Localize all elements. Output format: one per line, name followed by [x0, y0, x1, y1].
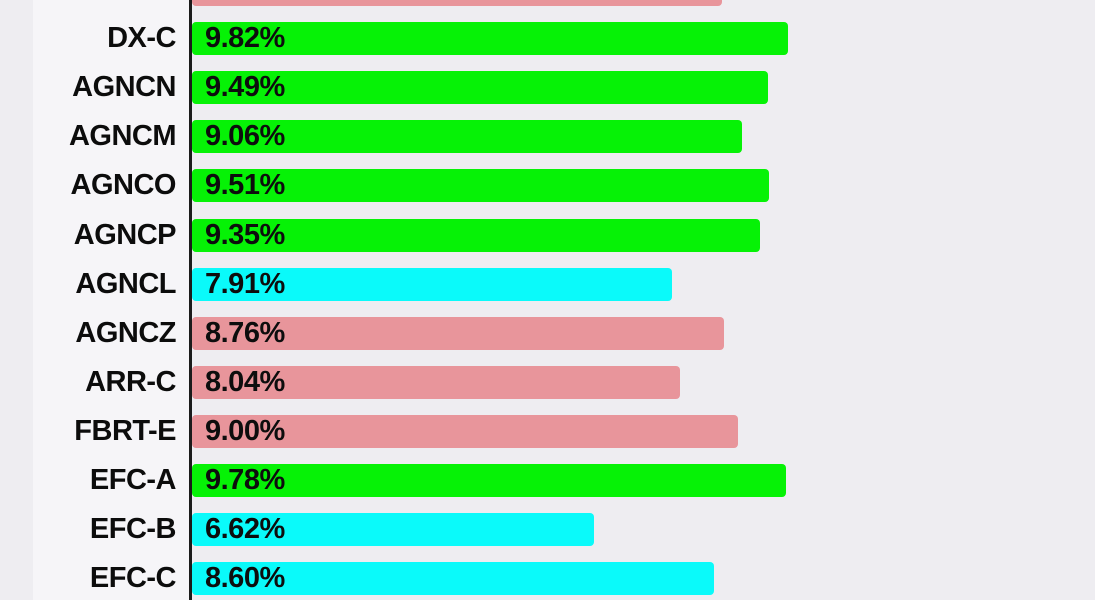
bar-value-label: 8.04%: [205, 365, 285, 398]
bar: 8.60%: [192, 562, 715, 596]
ticker-label: AGNCZ: [75, 316, 176, 349]
bar-row-partial: [0, 0, 1095, 14]
bar-area: [192, 0, 1095, 7]
ticker-label: AGNCO: [70, 169, 177, 202]
bar-area: 7.91%: [192, 267, 1095, 301]
bar-area: 9.49%: [192, 71, 1095, 105]
ticker-label: AGNCM: [68, 120, 177, 153]
bar: 9.06%: [192, 120, 742, 154]
bar-row: DX-C 9.82%: [0, 14, 1095, 63]
bar-row: AGNCP 9.35%: [0, 210, 1095, 259]
bar-value-label: 9.49%: [205, 71, 285, 104]
bar: 6.62%: [192, 513, 594, 547]
bar-row: AGNCM 9.06%: [0, 112, 1095, 161]
bar-row: AGNCZ 8.76%: [0, 309, 1095, 358]
bar-row: EFC-A 9.78%: [0, 456, 1095, 505]
bar-value-label: 9.00%: [205, 414, 285, 447]
ticker-label: EFC-C: [89, 562, 177, 595]
bar-area: 9.00%: [192, 414, 1095, 448]
bar-area: 9.78%: [192, 463, 1095, 497]
bar-row: AGNCL 7.91%: [0, 260, 1095, 309]
bar: 8.04%: [192, 365, 681, 399]
bar: 9.35%: [192, 218, 760, 252]
bar-area: 6.62%: [192, 513, 1095, 547]
bar-row: EFC-C 8.60%: [0, 554, 1095, 600]
bar: 9.78%: [192, 463, 786, 497]
bar-value-label: 9.82%: [205, 22, 285, 55]
ticker-label: AGNCL: [75, 267, 176, 300]
ticker-label-band: [33, 0, 189, 600]
bar: 9.49%: [192, 71, 769, 105]
y-axis-line: [189, 0, 192, 600]
bar-value-label: 8.76%: [205, 316, 285, 349]
ticker-label: EFC-B: [89, 513, 177, 546]
bar-area: 8.04%: [192, 365, 1095, 399]
bar-area: 9.51%: [192, 169, 1095, 203]
bar-area: 8.60%: [192, 562, 1095, 596]
bar-area: 8.76%: [192, 316, 1095, 350]
bar-value-label: 9.35%: [205, 218, 285, 251]
bar-value-label: 9.78%: [205, 463, 285, 496]
bar-area: 9.06%: [192, 120, 1095, 154]
bar: 8.76%: [192, 316, 724, 350]
ticker-label: DX-C: [107, 22, 176, 55]
bar-value-label: 6.62%: [205, 513, 285, 546]
bar: 9.00%: [192, 414, 739, 448]
bar-value-label: 9.51%: [205, 169, 285, 202]
ticker-label: AGNCN: [72, 71, 176, 104]
bar: 9.51%: [192, 169, 770, 203]
bar-value-label: 8.60%: [205, 562, 285, 595]
bar-row: ARR-C 8.04%: [0, 358, 1095, 407]
bar-row: AGNCO 9.51%: [0, 161, 1095, 210]
bar-row: EFC-B 6.62%: [0, 505, 1095, 554]
ticker-label: ARR-C: [85, 365, 176, 398]
bar-row: AGNCN 9.49%: [0, 63, 1095, 112]
ticker-label: AGNCP: [73, 218, 177, 251]
bar-area: 9.35%: [192, 218, 1095, 252]
bar-row: FBRT-E 9.00%: [0, 407, 1095, 456]
bar-value-label: 9.06%: [205, 120, 285, 153]
partial-top-bar: [192, 0, 722, 7]
ticker-label: FBRT-E: [74, 414, 176, 447]
bar: 9.82%: [192, 22, 789, 56]
ticker-label: EFC-A: [89, 463, 177, 496]
bar-value-label: 7.91%: [205, 267, 285, 300]
bar-area: 9.82%: [192, 22, 1095, 56]
bar: 7.91%: [192, 267, 673, 301]
